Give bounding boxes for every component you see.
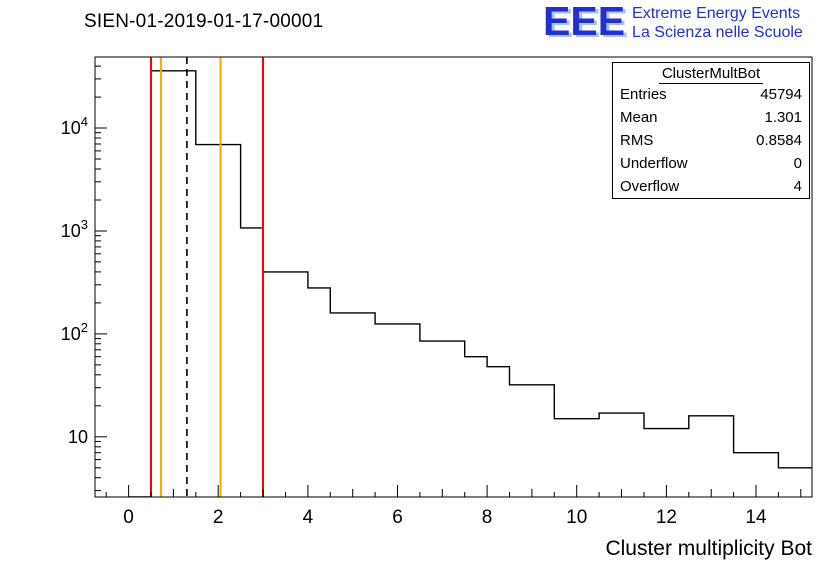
stats-box: ClusterMultBot Entries 45794 Mean 1.301 … xyxy=(612,62,810,199)
x-tick-label: 10 xyxy=(566,507,587,528)
stats-row-overflow: Overflow 4 xyxy=(613,175,809,198)
eee-logo: EEE Extreme Energy Events La Scienza nel… xyxy=(543,0,803,44)
y-tick-label: 103 xyxy=(61,217,88,241)
x-tick-label: 12 xyxy=(656,507,677,528)
stats-row-rms: RMS 0.8584 xyxy=(613,129,809,152)
x-axis-label: Cluster multiplicity Bot xyxy=(605,537,812,560)
stat-label: Mean xyxy=(620,109,658,126)
stat-value: 4 xyxy=(793,178,802,195)
stat-label: Underflow xyxy=(620,155,688,172)
stat-label: RMS xyxy=(620,132,654,149)
eee-logo-line2: La Scienza nelle Scuole xyxy=(632,24,803,41)
stat-value: 1.301 xyxy=(764,109,802,126)
stat-value: 45794 xyxy=(760,86,802,103)
stat-label: Overflow xyxy=(620,178,680,195)
x-tick-label: 6 xyxy=(392,507,403,528)
eee-logo-line1: Extreme Energy Events xyxy=(632,5,801,22)
eee-logo-subtitle: Extreme Energy Events La Scienza nelle S… xyxy=(632,2,803,42)
plot-title: SIEN-01-2019-01-17-00001 xyxy=(84,11,324,32)
x-tick-label: 8 xyxy=(482,507,493,528)
eee-logo-mark: EEE xyxy=(543,0,626,44)
stats-row-mean: Mean 1.301 xyxy=(613,106,809,129)
y-tick-label: 104 xyxy=(61,114,88,138)
x-tick-label: 14 xyxy=(745,507,767,528)
y-tick-label: 10 xyxy=(68,427,88,447)
histogram-line xyxy=(128,70,812,497)
stats-box-header: ClusterMultBot xyxy=(613,63,809,84)
stat-label: Entries xyxy=(620,86,667,103)
stat-value: 0.8584 xyxy=(756,132,802,149)
stats-row-underflow: Underflow 0 xyxy=(613,152,809,175)
stats-box-title: ClusterMultBot xyxy=(658,65,764,84)
x-tick-label: 2 xyxy=(213,507,224,528)
stats-row-entries: Entries 45794 xyxy=(613,83,809,106)
x-tick-label: 0 xyxy=(123,507,134,528)
stat-value: 0 xyxy=(793,155,802,172)
x-tick-label: 4 xyxy=(303,507,314,528)
y-tick-label: 102 xyxy=(61,320,88,344)
plot-frame xyxy=(94,56,813,498)
